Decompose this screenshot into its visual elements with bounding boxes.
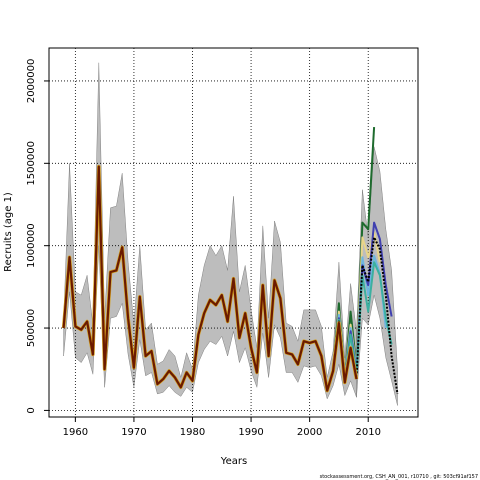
estimate-line <box>62 165 358 392</box>
y-tick-label-4: 2000000 <box>26 59 37 104</box>
y-axis-label: Recruits (age 1) <box>3 192 14 272</box>
footer-credit: stockassessment.org, CSH_AN_001, r10710 … <box>320 474 478 480</box>
x-tick-label-1: 1970 <box>121 427 146 438</box>
plot-frame <box>48 47 419 418</box>
y-tick-label-3: 1500000 <box>26 141 37 186</box>
x-tick-label-5: 2010 <box>355 427 380 438</box>
plot-area: 1960 1970 1980 1990 2000 2010 0 500000 1000000 15… <box>26 47 419 438</box>
x-tick-label-4: 2000 <box>297 427 322 438</box>
x-tick-label-3: 1990 <box>238 427 263 438</box>
x-tick-label-0: 1960 <box>63 427 88 438</box>
y-tick-label-1: 500000 <box>26 309 37 347</box>
x-axis-label: Years <box>220 456 247 467</box>
x-tick-label-2: 1980 <box>180 427 205 438</box>
y-tick-label-0: 0 <box>26 407 37 413</box>
y-tick-label-2: 1000000 <box>26 223 37 268</box>
